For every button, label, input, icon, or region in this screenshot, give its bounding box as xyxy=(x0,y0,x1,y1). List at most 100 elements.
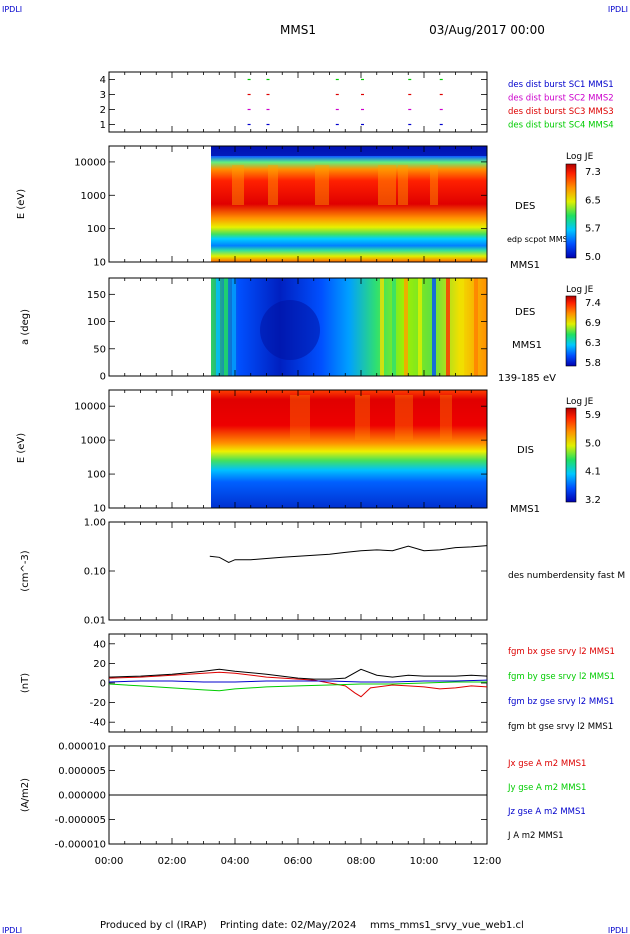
current-legend-item: Jy gse A m2 MMS1 xyxy=(507,783,586,793)
des-pitch-ylabel: a (deg) xyxy=(20,309,31,345)
des-pitch-panel: 150 100 50 0 a (deg) DES MMS1 139-185 eV Lo… xyxy=(20,277,601,384)
dis-energy-panel: 10000 1000 100 10 E (eV) DIS MMS1 Log JE 5.… xyxy=(16,389,601,515)
y-tick-label: 10000 xyxy=(74,402,106,413)
density-ylabel: (cm^-3) xyxy=(20,550,31,591)
dis-energy-texture xyxy=(355,395,370,440)
dis-energy-colorbar xyxy=(565,407,577,503)
colorbar-tick-label: 5.0 xyxy=(585,252,601,263)
dis-energy-ylabel: E (eV) xyxy=(16,433,27,463)
magnetic-field-ylabel: (nT) xyxy=(20,673,31,693)
des-pitch-cbar-title: Log JE xyxy=(566,285,594,295)
bfield-legend-item: fgm bz gse srvy l2 MMS1 xyxy=(508,697,614,707)
colorbar-tick-label: 5.0 xyxy=(585,438,601,449)
y-tick-label: 10000 xyxy=(74,157,106,168)
density-panel: 1.00 0.10 0.01 (cm^-3) des numberdensity f… xyxy=(20,518,625,627)
des-pitch-spectrogram xyxy=(211,278,487,376)
y-tick-label: 0.000000 xyxy=(58,791,106,802)
des-energy-ylabel: E (eV) xyxy=(16,189,27,219)
y-tick-label: 0.000005 xyxy=(58,766,106,777)
colorbar-tick-label: 6.5 xyxy=(585,195,601,206)
mission-title: MMS1 xyxy=(280,23,316,37)
colorbar-tick-label: 6.3 xyxy=(585,338,601,349)
burst-panel-frame xyxy=(108,71,488,133)
density-legend: des numberdensity fast M xyxy=(508,571,625,581)
burst-legend-item: des dist burst SC4 MMS4 xyxy=(508,121,614,131)
magnetic-field-panel: 40 20 0 -20 -40 (nT) fgm bx gse srvy l2 MMS1… xyxy=(20,633,615,733)
x-tick-label: 08:00 xyxy=(347,856,376,867)
current-legend-item: Jz gse A m2 MMS1 xyxy=(507,807,586,817)
burst-legend-item: des dist burst SC3 MMS3 xyxy=(508,107,614,117)
des-energy-spacecraft: MMS1 xyxy=(510,260,540,271)
burst-legend-item: des dist burst SC1 MMS1 xyxy=(508,80,614,90)
dis-energy-texture xyxy=(440,395,452,440)
des-pitch-energy-range: 139-185 eV xyxy=(498,373,556,384)
colorbar-tick-label: 7.4 xyxy=(585,298,601,309)
des-pitch-texture xyxy=(216,278,220,376)
footer-produced-by: Produced by cl (IRAP) xyxy=(100,920,207,931)
y-tick-label: 0 xyxy=(100,372,106,383)
des-energy-cbar-title: Log JE xyxy=(566,152,594,162)
density-frame xyxy=(108,521,488,621)
corner-label-top-right: IPDLI xyxy=(608,5,628,14)
x-tick-label: 12:00 xyxy=(473,856,502,867)
y-tick-label: 1 xyxy=(100,120,106,131)
y-tick-label: 10 xyxy=(93,504,106,515)
y-tick-label: 150 xyxy=(87,290,106,301)
dis-energy-texture xyxy=(290,395,310,440)
y-tick-label: -20 xyxy=(90,698,106,709)
bfield-series-line xyxy=(108,671,488,698)
y-tick-label: 0 xyxy=(100,679,106,690)
des-energy-instrument: DES xyxy=(515,201,535,212)
burst-marks xyxy=(247,78,443,126)
current-ylabel: (A/m2) xyxy=(20,778,31,812)
colorbar-tick-label: 5.9 xyxy=(585,410,601,421)
x-axis-labels: 00:00 02:00 04:00 06:00 08:00 10:00 12:00 xyxy=(95,856,502,867)
y-tick-label: 20 xyxy=(93,659,106,670)
bfield-series-line xyxy=(108,681,487,692)
current-legend-item: Jx gse A m2 MMS1 xyxy=(507,759,586,769)
colorbar-tick-label: 5.7 xyxy=(585,224,601,235)
y-tick-label: 100 xyxy=(87,317,106,328)
date-title: 03/Aug/2017 00:00 xyxy=(429,23,545,37)
des-pitch-texture xyxy=(260,300,320,360)
colorbar-tick-label: 7.3 xyxy=(585,167,601,178)
des-energy-annotation: edp scpot MMS1 xyxy=(507,235,573,244)
y-tick-label: 0.01 xyxy=(84,616,106,627)
dis-energy-spacecraft: MMS1 xyxy=(510,504,540,515)
x-tick-label: 04:00 xyxy=(221,856,250,867)
des-pitch-texture xyxy=(446,278,450,376)
y-tick-label: 3 xyxy=(100,90,106,101)
des-energy-texture xyxy=(398,165,408,205)
bfield-legend-item: fgm bt gse srvy l2 MMS1 xyxy=(508,722,613,732)
des-energy-texture xyxy=(378,165,396,205)
des-pitch-instrument: DES xyxy=(515,307,535,318)
dis-energy-cbar-title: Log JE xyxy=(566,397,594,407)
des-pitch-texture xyxy=(460,278,464,376)
des-pitch-texture xyxy=(380,278,384,376)
y-tick-label: 50 xyxy=(93,344,106,355)
des-pitch-texture xyxy=(432,278,436,376)
des-energy-panel: 10000 1000 100 10 E (eV) DES edp scpot MMS1… xyxy=(16,145,601,271)
corner-label-bottom-right: IPDLI xyxy=(608,926,628,934)
bfield-legend-item: fgm by gse srvy l2 MMS1 xyxy=(508,672,615,682)
dis-energy-instrument: DIS xyxy=(517,445,534,456)
colorbar-tick-label: 6.9 xyxy=(585,318,601,329)
y-tick-label: -40 xyxy=(90,718,106,729)
des-pitch-texture xyxy=(232,278,236,376)
y-tick-label: 0.10 xyxy=(84,567,106,578)
des-pitch-texture xyxy=(392,278,396,376)
bfield-series-line xyxy=(108,679,488,683)
density-series-line xyxy=(209,545,488,563)
x-axis-ticks xyxy=(108,72,488,844)
burst-legend: des dist burst SC1 MMS1 des dist burst SC… xyxy=(508,80,614,131)
bfield-legend-item: fgm bx gse srvy l2 MMS1 xyxy=(508,647,615,657)
des-pitch-texture xyxy=(418,278,422,376)
des-pitch-texture xyxy=(224,278,228,376)
x-tick-label: 10:00 xyxy=(410,856,439,867)
corner-label-bottom-left: IPDLI xyxy=(2,926,22,934)
des-energy-texture xyxy=(211,146,487,156)
des-energy-texture xyxy=(315,165,329,205)
colorbar-tick-label: 5.8 xyxy=(585,358,601,369)
